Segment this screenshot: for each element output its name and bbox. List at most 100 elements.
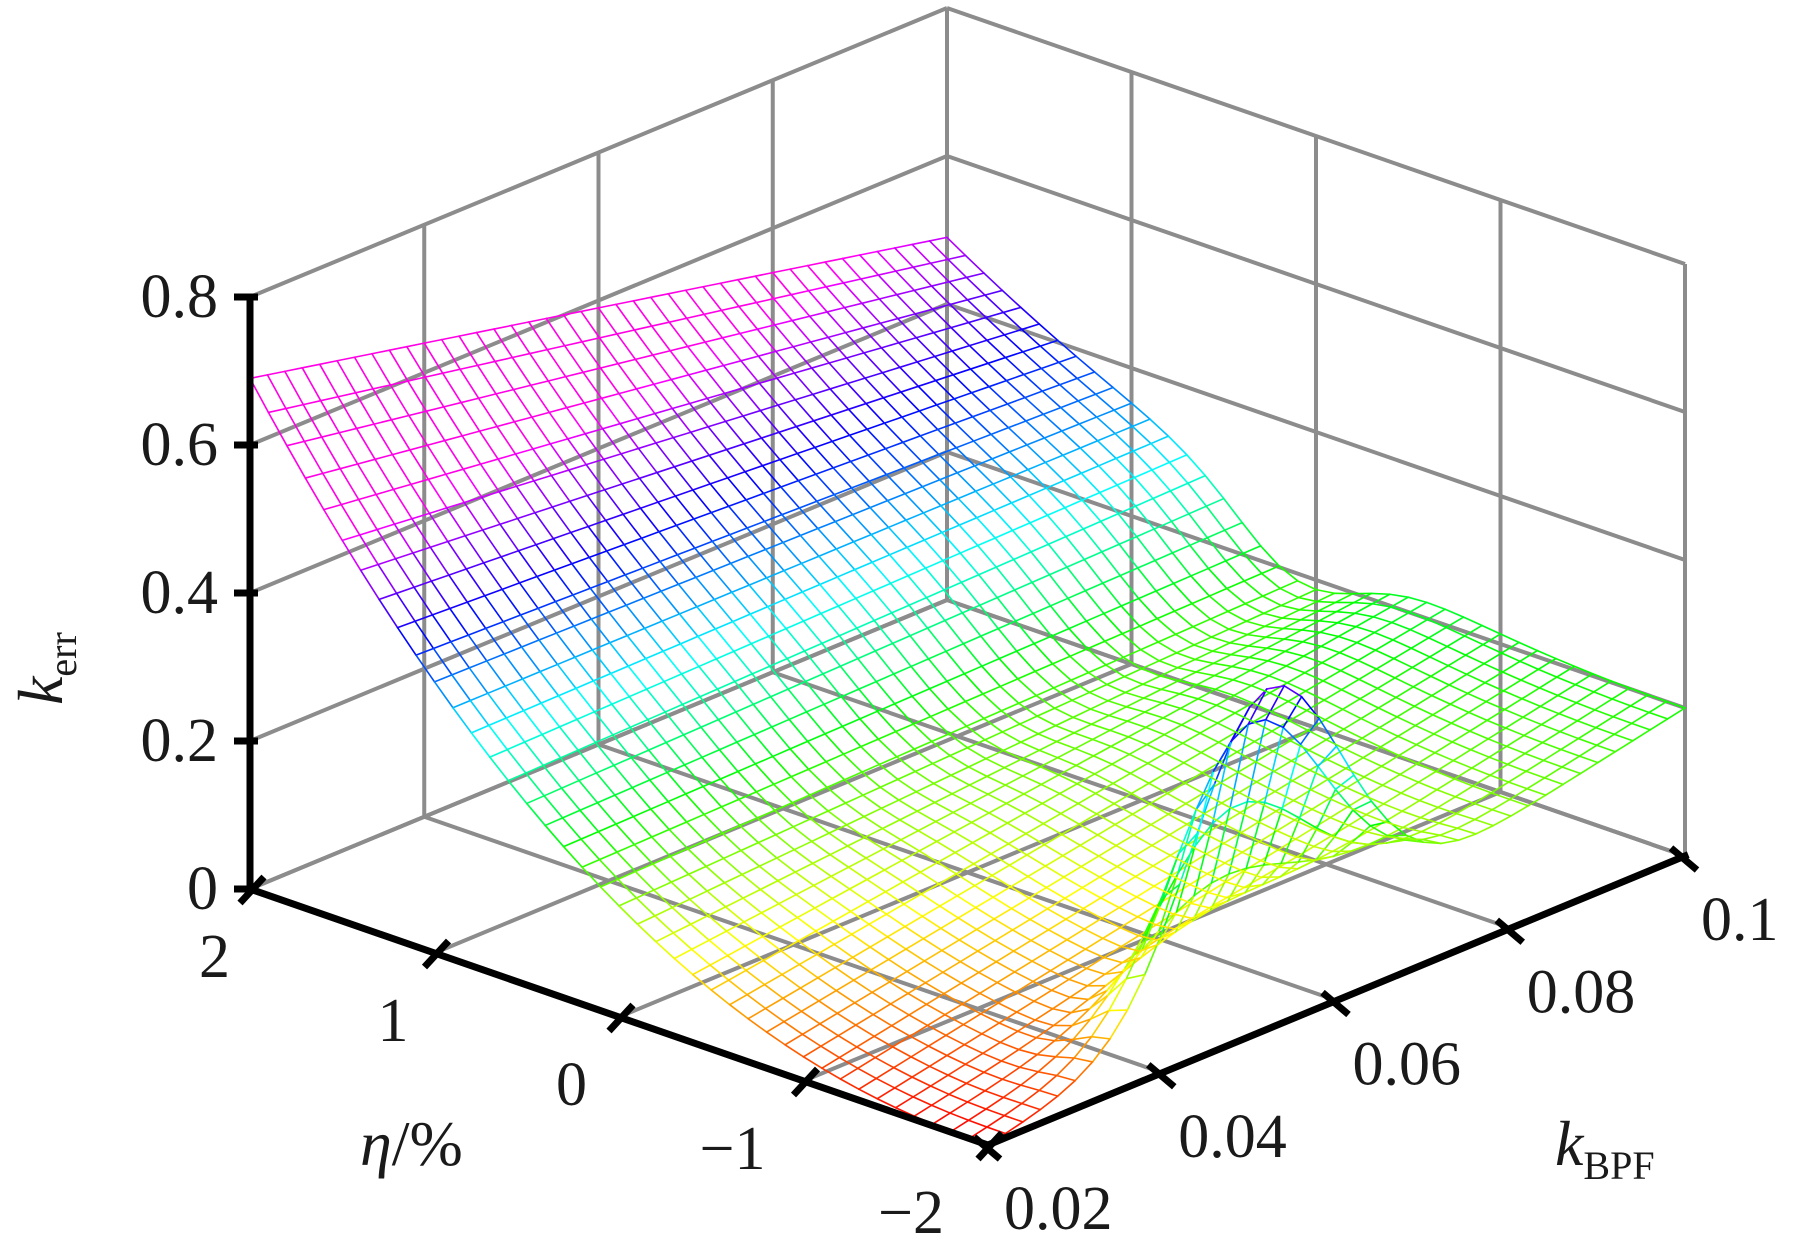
mesh-line [1301, 640, 1322, 648]
mesh-line [835, 979, 855, 992]
mesh-line [992, 483, 1013, 504]
mesh-line [863, 347, 883, 354]
mesh-line [1488, 756, 1509, 766]
mesh-line [820, 1045, 841, 1059]
mesh-line [1081, 886, 1102, 899]
mesh-line [546, 344, 566, 351]
mesh-line [802, 612, 822, 622]
mesh-line [989, 832, 1010, 845]
mesh-line [1317, 601, 1337, 612]
mesh-line [744, 470, 765, 495]
mesh-line [1076, 773, 1096, 785]
mesh-line [1027, 461, 1047, 471]
mesh-line [808, 786, 828, 796]
mesh-line [1341, 698, 1361, 711]
mesh-line [555, 625, 575, 634]
mesh-line [948, 280, 969, 301]
mesh-line [987, 356, 1007, 365]
mesh-line [867, 900, 888, 915]
mesh-line [1140, 659, 1160, 670]
mesh-line [964, 693, 984, 703]
mesh-line [698, 665, 719, 690]
mesh-line [1520, 668, 1540, 681]
mesh-line [1261, 595, 1282, 607]
mesh-line [896, 317, 918, 339]
mesh-line [830, 866, 850, 878]
mesh-line [1022, 345, 1042, 353]
mesh-line [1096, 439, 1117, 460]
mesh-line [889, 574, 909, 585]
mesh-line [572, 594, 593, 620]
mesh-line [685, 813, 705, 823]
mesh-line [1188, 505, 1208, 515]
mesh-line [1045, 886, 1066, 900]
mesh-line [846, 377, 866, 385]
mesh-line [685, 821, 706, 842]
mesh-line [761, 935, 782, 952]
mesh-line [953, 391, 973, 400]
mesh-line [792, 818, 812, 828]
mesh-line [934, 374, 954, 382]
mesh-line [1614, 739, 1634, 753]
mesh-line [649, 800, 670, 810]
z-tick-label: 0 [187, 855, 218, 923]
mesh-line [883, 416, 903, 424]
mesh-line [1249, 659, 1269, 672]
mesh-line [1153, 528, 1174, 554]
mesh-line [1023, 367, 1043, 376]
mesh-line [1003, 1102, 1023, 1117]
mesh-line [626, 634, 647, 660]
mesh-line [590, 618, 611, 644]
mesh-line [684, 785, 704, 795]
mesh-line [549, 438, 569, 445]
mesh-line [560, 779, 580, 789]
mesh-line [649, 292, 670, 299]
mesh-line [861, 763, 881, 773]
mesh-line [1058, 383, 1079, 402]
mesh-line [789, 268, 810, 292]
mesh-line [948, 1082, 968, 1096]
mesh-line [878, 755, 898, 766]
mesh-line [740, 355, 760, 362]
mesh-line [1211, 642, 1231, 652]
mesh-line [705, 364, 725, 371]
mesh-line [583, 397, 603, 404]
mesh-line [860, 738, 880, 748]
mesh-line [620, 453, 641, 480]
mesh-line [1141, 675, 1161, 686]
mesh-line [449, 607, 470, 636]
mesh-line [720, 798, 740, 808]
mesh-line [1100, 551, 1122, 577]
mesh-line [953, 398, 974, 418]
mesh-line [991, 864, 1011, 877]
mesh-line [1173, 602, 1193, 612]
mesh-line [1503, 708, 1524, 718]
k-tick-mark [971, 1134, 1003, 1162]
mesh-line [972, 853, 992, 865]
mesh-line [630, 749, 650, 759]
mesh-line [476, 364, 497, 395]
mesh-line [1298, 817, 1318, 830]
mesh-line [836, 1012, 857, 1026]
mesh-line [606, 580, 627, 606]
mesh-line [1022, 766, 1042, 777]
mesh-line [462, 468, 483, 498]
mesh-line [847, 866, 868, 881]
mesh-line [754, 763, 775, 786]
mesh-line [452, 699, 472, 709]
mesh-line [1225, 870, 1245, 883]
mesh-line [1019, 1084, 1041, 1092]
mesh-line [1049, 959, 1069, 972]
mesh-line [665, 734, 685, 744]
mesh-line [479, 463, 500, 493]
mesh-line [1393, 647, 1413, 660]
mesh-line [1133, 844, 1153, 857]
mesh-line [1211, 650, 1232, 656]
mesh-line [994, 529, 1014, 539]
mesh-line [696, 598, 716, 608]
mesh-line [1061, 823, 1081, 836]
mesh-line [991, 874, 1012, 888]
mesh-line [1115, 844, 1136, 857]
mesh-line [950, 326, 971, 347]
mesh-line [959, 552, 980, 576]
